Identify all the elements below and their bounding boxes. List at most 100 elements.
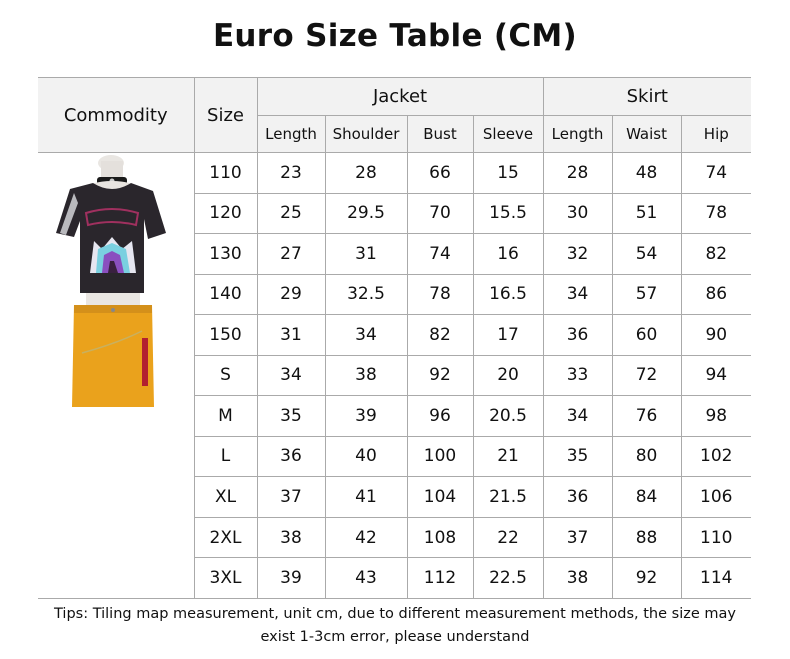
cell-jacket-shoulder: 39 [324,395,408,437]
cell-jacket-length: 31 [256,314,326,356]
tips-line-1: Tips: Tiling map measurement, unit cm, d… [54,606,736,622]
cell-size: 140 [194,273,258,316]
cell-jacket-sleeve: 15 [472,152,544,194]
cell-skirt-length: 34 [542,273,613,316]
cell-skirt-hip: 94 [680,354,752,397]
table-row: XL 37 41 104 21.5 36 84 106 [38,476,752,518]
cell-jacket-shoulder: 34 [324,314,408,356]
table-row: 3XL 39 43 112 22.5 38 92 114 [38,557,752,599]
product-image [56,155,166,407]
cell-skirt-length: 37 [542,516,613,559]
header-commodity: Commodity [38,77,195,153]
cell-jacket-sleeve: 21 [472,435,544,478]
header-jacket-shoulder: Shoulder [324,115,408,153]
cell-jacket-bust: 104 [406,476,474,518]
cell-jacket-bust: 66 [406,152,474,194]
cell-jacket-length: 35 [256,395,326,437]
cell-skirt-waist: 80 [611,435,682,478]
cell-skirt-length: 36 [542,314,613,356]
page-title: Euro Size Table (CM) [212,18,578,54]
cell-size: 110 [193,152,258,194]
cell-skirt-hip: 106 [680,476,752,518]
cell-jacket-length: 23 [256,152,326,194]
table-row: L 36 40 100 21 35 80 102 [38,435,752,478]
cell-skirt-waist: 84 [611,476,682,518]
cell-size: S [194,354,258,397]
cell-size: 120 [194,192,258,235]
cell-size: L [194,435,258,478]
cell-skirt-hip: 90 [680,314,752,356]
cell-skirt-waist: 60 [611,314,682,356]
cell-jacket-bust: 70 [406,192,474,235]
cell-skirt-waist: 54 [611,233,682,275]
cell-jacket-shoulder: 41 [324,476,408,518]
header-size: Size [193,77,258,153]
cell-jacket-sleeve: 22.5 [472,557,544,599]
cell-jacket-length: 39 [256,557,326,599]
header-jacket-sleeve: Sleeve [472,115,544,153]
tips-line-2: exist 1-3cm error, please understand [260,629,530,645]
cell-jacket-shoulder: 40 [324,435,408,478]
header-jacket: Jacket [256,77,544,116]
cell-jacket-length: 25 [256,192,326,235]
cell-jacket-bust: 112 [406,557,474,599]
cell-jacket-bust: 108 [406,516,474,559]
header-skirt-waist: Waist [611,115,682,153]
cell-jacket-length: 34 [256,354,326,397]
cell-jacket-bust: 74 [406,233,474,275]
cell-jacket-shoulder: 28 [324,152,408,194]
cell-skirt-hip: 110 [680,516,752,559]
header-jacket-length: Length [257,115,326,153]
table-row: 110 23 28 66 15 28 48 74 [38,152,752,599]
cell-skirt-length: 32 [542,233,613,275]
cell-skirt-waist: 88 [611,516,682,559]
cell-skirt-waist: 72 [611,354,682,397]
cell-jacket-sleeve: 20.5 [472,395,544,437]
cell-jacket-bust: 78 [406,273,474,316]
table-row: 2XL 38 42 108 22 37 88 110 [38,516,752,559]
cell-jacket-length: 38 [256,516,326,559]
cell-skirt-length: 33 [542,354,613,397]
cell-jacket-bust: 100 [406,435,474,478]
header-skirt: Skirt [542,77,752,116]
cell-skirt-hip: 82 [680,233,752,275]
cell-jacket-sleeve: 16 [472,233,544,275]
cell-jacket-bust: 92 [406,354,474,397]
cell-jacket-length: 29 [256,273,326,316]
table-row: 130 27 31 74 16 32 54 82 [38,233,752,275]
cell-jacket-shoulder: 32.5 [324,273,408,316]
cell-jacket-shoulder: 31 [324,233,408,275]
cell-jacket-bust: 96 [406,395,474,437]
table-row: 120 25 29.5 70 15.5 30 51 78 [38,192,752,235]
cell-jacket-shoulder: 38 [324,354,408,397]
cell-size: XL [194,476,258,518]
cell-size: 3XL [194,557,258,599]
cell-size: 150 [194,314,258,356]
cell-jacket-length: 27 [256,233,326,275]
cell-skirt-waist: 57 [611,273,682,316]
cell-skirt-length: 35 [542,435,613,478]
cell-size: 2XL [194,516,258,559]
cell-skirt-length: 28 [542,152,613,194]
cell-skirt-hip: 102 [680,435,752,478]
cell-jacket-sleeve: 21.5 [472,476,544,518]
cell-skirt-hip: 78 [680,192,752,235]
cell-jacket-shoulder: 29.5 [324,192,408,235]
cell-skirt-hip: 74 [680,152,752,194]
cell-skirt-length: 34 [542,395,613,437]
header-skirt-hip: Hip [680,115,752,153]
commodity-image-cell [38,152,195,599]
size-table: Commodity Size Jacket Skirt Length Shoul… [38,77,752,599]
cell-skirt-waist: 51 [611,192,682,235]
cell-jacket-sleeve: 17 [472,314,544,356]
cell-jacket-sleeve: 22 [472,516,544,559]
cell-skirt-hip: 114 [680,557,752,599]
cell-skirt-hip: 98 [680,395,752,437]
cell-skirt-waist: 76 [611,395,682,437]
cell-jacket-shoulder: 42 [324,516,408,559]
cell-jacket-shoulder: 43 [324,557,408,599]
cell-skirt-length: 36 [542,476,613,518]
cell-jacket-bust: 82 [406,314,474,356]
header-skirt-length: Length [542,115,613,153]
cell-jacket-length: 36 [256,435,326,478]
